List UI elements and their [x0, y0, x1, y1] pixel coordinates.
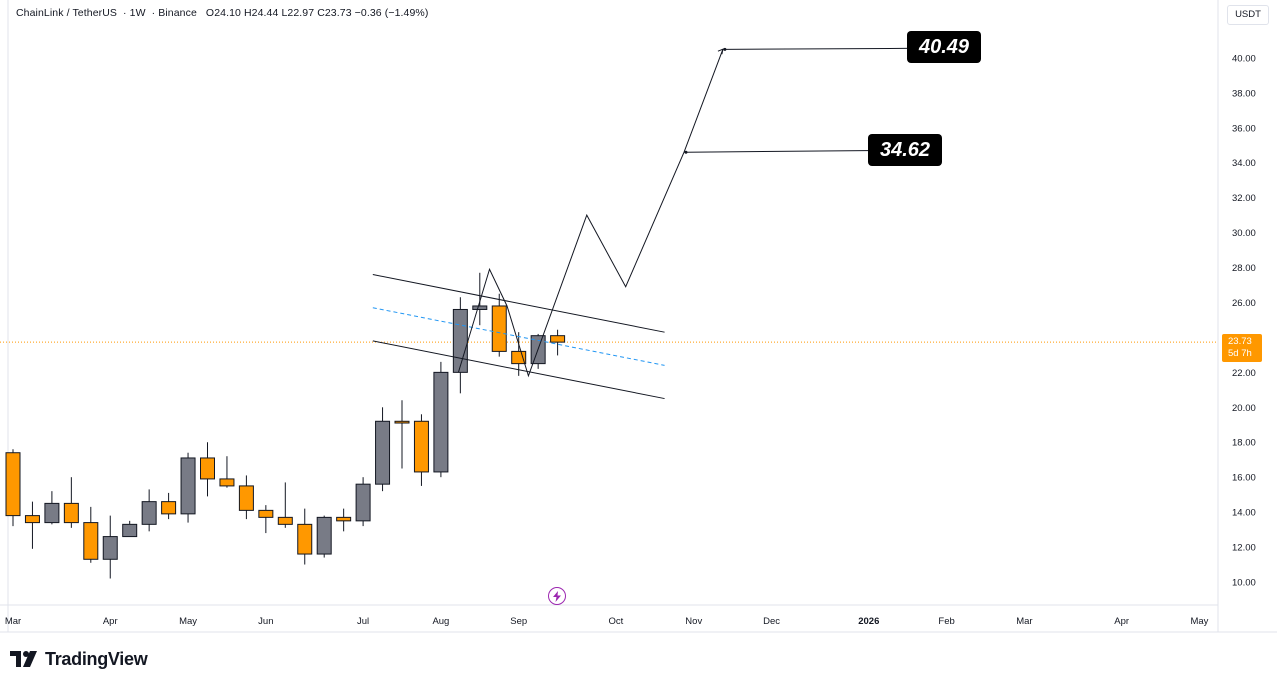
- y-tick-label: 38.00: [1232, 88, 1256, 99]
- candle-body: [200, 457, 215, 480]
- x-tick-label: Sep: [510, 616, 527, 627]
- y-tick-label: 12.00: [1232, 543, 1256, 554]
- candle-body: [433, 371, 449, 473]
- x-tick-label: Aug: [432, 616, 449, 627]
- candle-body: [355, 483, 371, 522]
- x-tick-label: Nov: [685, 616, 702, 627]
- candle-body: [238, 485, 254, 511]
- last-price-tag: 23.73 5d 7h: [1222, 334, 1262, 362]
- candle-body: [102, 536, 118, 560]
- candle-body: [5, 452, 21, 517]
- candle-body: [83, 522, 99, 560]
- channel-mid-line: [372, 307, 665, 366]
- target-value-40-49: 40.49: [918, 36, 970, 58]
- target-label-34-62[interactable]: 34.62: [868, 134, 942, 166]
- currency-selector[interactable]: USDT: [1227, 5, 1269, 25]
- symbol-name[interactable]: ChainLink / TetherUS: [16, 7, 118, 19]
- target-line: [724, 47, 918, 50]
- channel-lower-line: [372, 340, 665, 400]
- candle-body: [336, 516, 352, 522]
- x-tick-label: Dec: [763, 616, 780, 627]
- tradingview-logo-icon: [10, 651, 37, 667]
- y-tick-label: 40.00: [1232, 53, 1256, 64]
- x-tick-label: Apr: [1114, 616, 1129, 627]
- x-tick-label: Feb: [938, 616, 954, 627]
- candle-body: [472, 305, 488, 310]
- candle-body: [316, 516, 332, 555]
- bar-countdown: 5d 7h: [1228, 348, 1252, 359]
- projection-arrowhead: [717, 48, 724, 55]
- y-tick-label: 20.00: [1232, 403, 1256, 414]
- candle-body: [219, 478, 235, 487]
- candle-body: [297, 523, 313, 555]
- y-tick-label: 14.00: [1232, 508, 1256, 519]
- candle-body: [452, 308, 468, 373]
- target-line: [685, 149, 879, 153]
- y-tick-label: 22.00: [1232, 368, 1256, 379]
- y-tick-label: 32.00: [1232, 193, 1256, 204]
- y-tick-label: 18.00: [1232, 438, 1256, 449]
- interval[interactable]: 1W: [129, 7, 146, 19]
- x-tick-label: May: [179, 616, 197, 627]
- y-tick-label: 30.00: [1232, 228, 1256, 239]
- target-value-34-62: 34.62: [879, 139, 931, 161]
- x-tick-label: Mar: [5, 616, 21, 627]
- target-label-40-49[interactable]: 40.49: [907, 31, 981, 63]
- candle-body: [550, 335, 566, 343]
- candle-body: [44, 502, 60, 524]
- candle-body: [413, 420, 429, 473]
- target-anchor: [684, 150, 688, 154]
- candle-body: [277, 516, 293, 525]
- y-tick-label: 26.00: [1232, 298, 1256, 309]
- candle-body: [258, 509, 274, 518]
- channel-upper-line: [372, 274, 665, 333]
- lightning-icon[interactable]: [548, 587, 566, 605]
- candle-body: [394, 420, 410, 424]
- candle-body: [491, 305, 507, 352]
- x-tick-label: Oct: [609, 616, 624, 627]
- target-anchor: [723, 47, 727, 51]
- candle-body: [141, 501, 157, 525]
- y-tick-label: 10.00: [1232, 578, 1256, 589]
- ohlc-values: O24.10 H24.44 L22.97 C23.73 −0.36 (−1.49…: [205, 7, 429, 19]
- candle-body: [161, 501, 177, 515]
- y-tick-label: 28.00: [1232, 263, 1256, 274]
- tradingview-logo[interactable]: TradingView: [10, 648, 148, 670]
- candle-body: [122, 523, 138, 538]
- x-tick-label: 2026: [858, 616, 879, 627]
- candle-body: [375, 420, 391, 485]
- candle-body: [180, 457, 196, 515]
- candle-body: [24, 515, 40, 524]
- last-price-value: 23.73: [1228, 336, 1252, 347]
- y-tick-label: 34.00: [1232, 158, 1256, 169]
- y-tick-label: 16.00: [1232, 473, 1256, 484]
- exchange: Binance: [158, 7, 197, 19]
- y-tick-label: 36.00: [1232, 123, 1256, 134]
- candle-body: [63, 502, 79, 524]
- x-tick-label: Jul: [357, 616, 369, 627]
- x-tick-label: Jun: [258, 616, 273, 627]
- brand-name: TradingView: [45, 648, 148, 669]
- symbol-header: ChainLink / TetherUS · 1W · Binance O24.10…: [16, 7, 429, 19]
- x-tick-label: Mar: [1016, 616, 1032, 627]
- x-tick-label: May: [1190, 616, 1208, 627]
- x-tick-label: Apr: [103, 616, 118, 627]
- projection-path: [457, 48, 724, 378]
